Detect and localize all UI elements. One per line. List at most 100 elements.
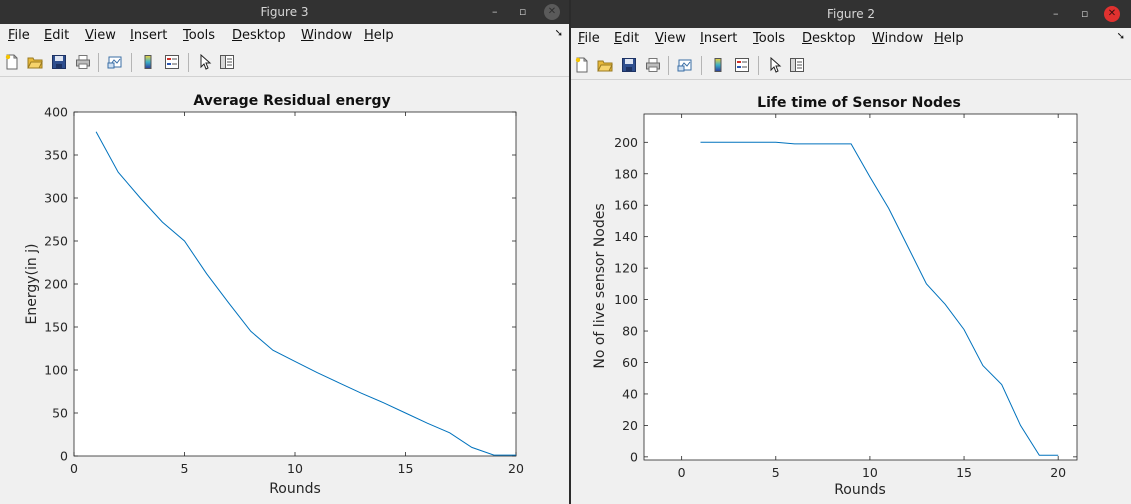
chart-title: Average Residual energy [193, 93, 390, 109]
chart-title: Life time of Sensor Nodes [757, 95, 961, 111]
menu-insert[interactable]: Insert [700, 31, 738, 46]
menu-edit[interactable]: Edit [44, 28, 70, 43]
x-tick-label: 15 [956, 465, 972, 480]
x-tick-label: 5 [181, 461, 189, 476]
live-nodes-series-line [700, 141, 1059, 456]
toolbar-separator [98, 53, 99, 72]
menu-edit[interactable]: Edit [614, 31, 640, 46]
y-tick-label: 60 [622, 355, 638, 370]
figure2-canvas: 0 5 10 15 20 0 20 40 60 80 100 120 140 160 180 200 Lif… [571, 81, 1131, 504]
y-tick-label: 50 [52, 406, 68, 421]
menu-tools[interactable]: Tools [183, 28, 216, 43]
figure2-window-title: Figure 2 [826, 7, 876, 21]
y-tick-label: 100 [44, 363, 68, 378]
y-tick-label: 150 [44, 320, 68, 335]
minimize-icon[interactable]: – [1053, 7, 1059, 20]
y-tick-label: 0 [630, 449, 638, 464]
energy-series-line [95, 131, 516, 456]
print-icon[interactable] [645, 57, 661, 73]
y-axis-label: Energy(in j) [24, 243, 40, 324]
y-axis-label: No of live sensor Nodes [592, 203, 608, 368]
menu-desktop[interactable]: Desktop [802, 31, 856, 46]
minimize-icon[interactable]: – [492, 5, 498, 18]
menu-window[interactable]: Window [872, 31, 924, 46]
toolbar-separator [701, 56, 702, 75]
menu-insert[interactable]: Insert [130, 28, 168, 43]
link-plot-icon[interactable] [677, 57, 693, 73]
x-tick-label: 5 [772, 465, 780, 480]
y-tick-label: 20 [622, 418, 638, 433]
x-tick-label: 20 [1050, 465, 1066, 480]
menu-help[interactable]: Help [934, 31, 964, 46]
open-file-icon[interactable] [597, 57, 613, 73]
y-tick-label: 180 [614, 166, 638, 181]
legend-icon[interactable] [734, 57, 750, 73]
print-icon[interactable] [75, 54, 91, 70]
y-tick-label: 350 [44, 148, 68, 163]
x-tick-label: 15 [398, 461, 414, 476]
y-tick-label: 40 [622, 386, 638, 401]
property-inspector-icon[interactable] [219, 54, 235, 70]
new-figure-icon[interactable] [574, 57, 590, 73]
toolbar-separator [131, 53, 132, 72]
open-file-icon[interactable] [27, 54, 43, 70]
figure2-window: Figure 2 – ▫ ✕ File Edit View Insert Too… [571, 0, 1131, 504]
menu-desktop[interactable]: Desktop [232, 28, 286, 43]
new-figure-icon[interactable] [4, 54, 20, 70]
close-icon[interactable]: ✕ [1104, 6, 1120, 22]
y-tick-label: 200 [44, 277, 68, 292]
y-tick-label: 140 [614, 229, 638, 244]
figure3-window: Figure 3 – ▫ ✕ File Edit View Insert Too… [0, 0, 569, 504]
figure2-menubar: File Edit View Insert Tools Desktop Wind… [571, 28, 1131, 50]
figure3-chart: 0 5 10 15 20 0 50 100 150 200 250 300 350 400 Averag… [24, 93, 524, 497]
property-inspector-icon[interactable] [789, 57, 805, 73]
dock-arrow-icon[interactable]: ➘ [1116, 31, 1125, 42]
legend-icon[interactable] [164, 54, 180, 70]
menu-file[interactable]: File [8, 28, 30, 43]
y-tick-label: 160 [614, 198, 638, 213]
x-axis-label: Rounds [834, 482, 886, 498]
save-icon[interactable] [51, 54, 67, 70]
y-tick-label: 300 [44, 191, 68, 206]
menu-view[interactable]: View [85, 28, 116, 43]
toolbar-separator [188, 53, 189, 72]
toolbar-separator [758, 56, 759, 75]
restore-icon[interactable]: ▫ [1081, 7, 1089, 20]
figure3-menubar: File Edit View Insert Tools Desktop Wind… [0, 25, 569, 47]
x-tick-label: 0 [678, 465, 686, 480]
menu-file[interactable]: File [578, 31, 600, 46]
menu-window[interactable]: Window [301, 28, 353, 43]
y-tick-label: 0 [60, 449, 68, 464]
menu-tools[interactable]: Tools [753, 31, 786, 46]
colorbar-icon[interactable] [140, 54, 156, 70]
pointer-icon[interactable] [197, 54, 213, 70]
save-icon[interactable] [621, 57, 637, 73]
x-tick-label: 10 [862, 465, 878, 480]
x-tick-label: 20 [508, 461, 524, 476]
restore-icon[interactable]: ▫ [519, 5, 527, 18]
x-tick-label: 0 [70, 461, 78, 476]
y-tick-label: 250 [44, 234, 68, 249]
dock-arrow-icon[interactable]: ➘ [554, 28, 563, 39]
y-tick-label: 80 [622, 324, 638, 339]
y-tick-label: 120 [614, 261, 638, 276]
y-tick-label: 100 [614, 292, 638, 307]
figure2-titlebar[interactable]: Figure 2 – ▫ ✕ [571, 0, 1131, 28]
y-tick-label: 200 [614, 135, 638, 150]
figure3-window-title: Figure 3 [260, 5, 309, 19]
x-axis-label: Rounds [269, 481, 321, 497]
menu-view[interactable]: View [655, 31, 686, 46]
figure3-canvas: 0 5 10 15 20 0 50 100 150 200 250 300 350 400 Averag… [0, 78, 569, 504]
plot-area [643, 113, 1078, 461]
colorbar-icon[interactable] [710, 57, 726, 73]
close-icon[interactable]: ✕ [544, 4, 560, 20]
y-tick-label: 400 [44, 105, 68, 120]
plot-area [73, 111, 517, 457]
figure3-titlebar[interactable]: Figure 3 – ▫ ✕ [0, 0, 569, 24]
link-plot-icon[interactable] [107, 54, 123, 70]
x-tick-label: 10 [287, 461, 303, 476]
figure2-toolbar [571, 51, 1131, 80]
figure3-toolbar [0, 48, 569, 77]
pointer-icon[interactable] [767, 57, 783, 73]
menu-help[interactable]: Help [364, 28, 394, 43]
